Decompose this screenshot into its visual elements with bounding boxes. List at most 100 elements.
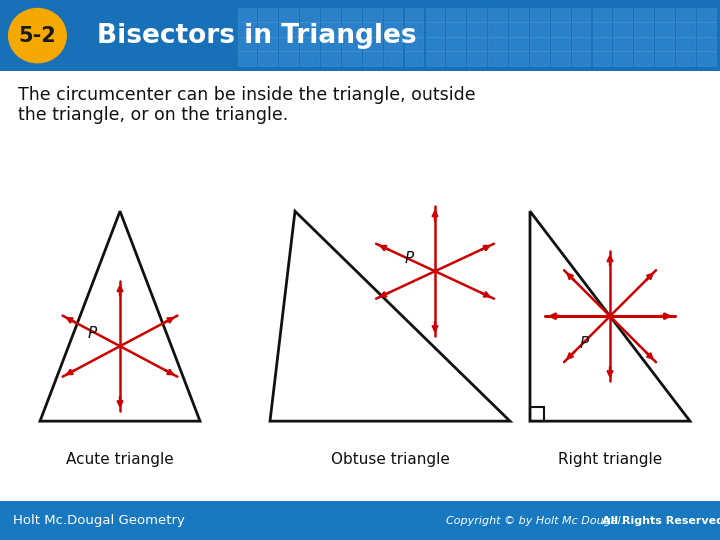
Bar <box>488 51 507 65</box>
Bar <box>613 8 632 22</box>
Bar <box>405 8 423 22</box>
Bar <box>300 51 319 65</box>
Ellipse shape <box>8 8 67 63</box>
Bar <box>384 51 402 65</box>
Bar <box>258 51 277 65</box>
Bar <box>321 51 340 65</box>
Bar <box>530 51 549 65</box>
Bar <box>446 51 465 65</box>
Bar <box>279 22 298 37</box>
Bar <box>342 37 361 51</box>
Text: Holt Mc.Dougal Geometry: Holt Mc.Dougal Geometry <box>13 514 185 527</box>
Bar <box>551 51 570 65</box>
Bar <box>509 37 528 51</box>
Bar <box>238 37 256 51</box>
Bar <box>258 22 277 37</box>
Text: Acute triangle: Acute triangle <box>66 451 174 467</box>
Bar <box>634 37 653 51</box>
Bar <box>446 37 465 51</box>
Bar <box>655 22 674 37</box>
Bar <box>572 51 590 65</box>
Bar <box>405 37 423 51</box>
Bar <box>488 8 507 22</box>
Bar <box>634 22 653 37</box>
Text: Bisectors in Triangles: Bisectors in Triangles <box>97 23 417 49</box>
Bar <box>446 22 465 37</box>
Bar <box>384 37 402 51</box>
Bar <box>363 22 382 37</box>
Bar <box>572 22 590 37</box>
Bar <box>530 8 549 22</box>
Bar <box>509 8 528 22</box>
Bar <box>593 37 611 51</box>
Bar <box>342 8 361 22</box>
Bar <box>467 8 486 22</box>
Text: P: P <box>405 251 414 266</box>
Bar <box>697 22 716 37</box>
Text: the triangle, or on the triangle.: the triangle, or on the triangle. <box>18 106 288 124</box>
Bar <box>384 22 402 37</box>
Bar <box>613 51 632 65</box>
Bar <box>593 8 611 22</box>
Bar <box>279 37 298 51</box>
Bar <box>551 8 570 22</box>
Bar <box>342 51 361 65</box>
Bar <box>279 51 298 65</box>
Bar <box>488 37 507 51</box>
Bar <box>426 22 444 37</box>
Bar <box>238 8 256 22</box>
Bar <box>238 22 256 37</box>
Bar <box>509 22 528 37</box>
Bar <box>697 37 716 51</box>
Text: Right triangle: Right triangle <box>558 451 662 467</box>
Bar <box>238 51 256 65</box>
Bar <box>593 22 611 37</box>
Text: The circumcenter can be inside the triangle, outside: The circumcenter can be inside the trian… <box>18 86 476 104</box>
Bar <box>509 51 528 65</box>
Bar <box>467 51 486 65</box>
Bar <box>593 51 611 65</box>
Bar <box>426 37 444 51</box>
Bar <box>530 37 549 51</box>
Bar <box>363 51 382 65</box>
Bar <box>279 8 298 22</box>
Bar <box>634 51 653 65</box>
Bar <box>426 51 444 65</box>
Bar <box>676 37 695 51</box>
Bar <box>551 37 570 51</box>
Text: P: P <box>580 336 589 351</box>
Bar <box>426 8 444 22</box>
Bar <box>655 51 674 65</box>
Bar <box>655 8 674 22</box>
Bar <box>613 22 632 37</box>
Bar <box>655 37 674 51</box>
Bar <box>300 8 319 22</box>
Bar <box>634 8 653 22</box>
Bar <box>697 51 716 65</box>
Text: All Rights Reserved.: All Rights Reserved. <box>602 516 720 525</box>
Bar <box>321 8 340 22</box>
Bar <box>300 22 319 37</box>
Bar <box>405 22 423 37</box>
Bar <box>676 22 695 37</box>
Text: 5-2: 5-2 <box>19 25 56 46</box>
Bar <box>446 8 465 22</box>
Bar <box>300 37 319 51</box>
Bar <box>258 8 277 22</box>
Bar <box>613 37 632 51</box>
Bar <box>342 22 361 37</box>
Text: Copyright © by Holt Mc Dougal.: Copyright © by Holt Mc Dougal. <box>446 516 628 525</box>
Bar <box>467 37 486 51</box>
Bar <box>384 8 402 22</box>
Bar <box>676 51 695 65</box>
Text: P: P <box>88 326 97 341</box>
Text: Obtuse triangle: Obtuse triangle <box>330 451 449 467</box>
Bar <box>551 22 570 37</box>
Bar <box>258 37 277 51</box>
Bar <box>530 22 549 37</box>
Bar <box>488 22 507 37</box>
Bar <box>321 37 340 51</box>
Bar <box>697 8 716 22</box>
Bar <box>321 22 340 37</box>
Bar <box>572 8 590 22</box>
